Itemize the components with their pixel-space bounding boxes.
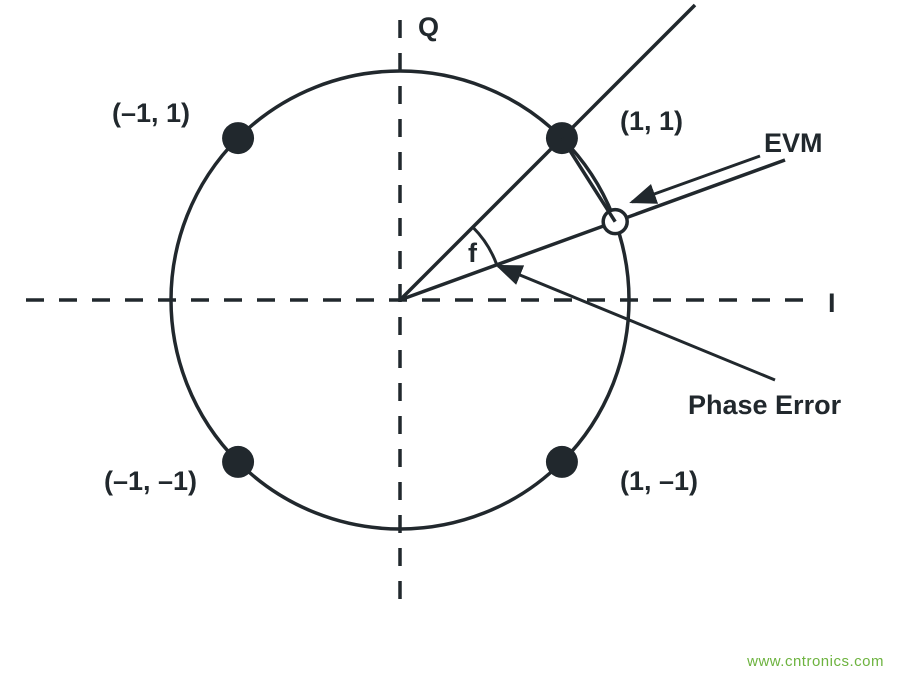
phase-error-label: Phase Error <box>688 390 842 420</box>
constellation-point-br <box>546 446 578 478</box>
constellation-point-bl <box>222 446 254 478</box>
phase-error-pointer-arrow <box>498 266 775 380</box>
measured-vector-line <box>400 160 785 300</box>
ideal-vector-line <box>400 5 695 300</box>
i-axis-label: I <box>828 288 836 318</box>
constellation-label-br: (1, –1) <box>620 466 698 496</box>
watermark-text: www.cntronics.com <box>747 653 884 670</box>
constellation-point-tl <box>222 122 254 154</box>
q-axis-label: Q <box>418 12 439 42</box>
evm-chord <box>562 138 615 222</box>
evm-pointer-arrow <box>632 156 760 202</box>
phase-angle-label: f <box>468 238 478 268</box>
evm-label: EVM <box>764 128 823 158</box>
constellation-label-tl: (–1, 1) <box>112 98 190 128</box>
constellation-label-bl: (–1, –1) <box>104 466 197 496</box>
constellation-label-tr: (1, 1) <box>620 106 683 136</box>
